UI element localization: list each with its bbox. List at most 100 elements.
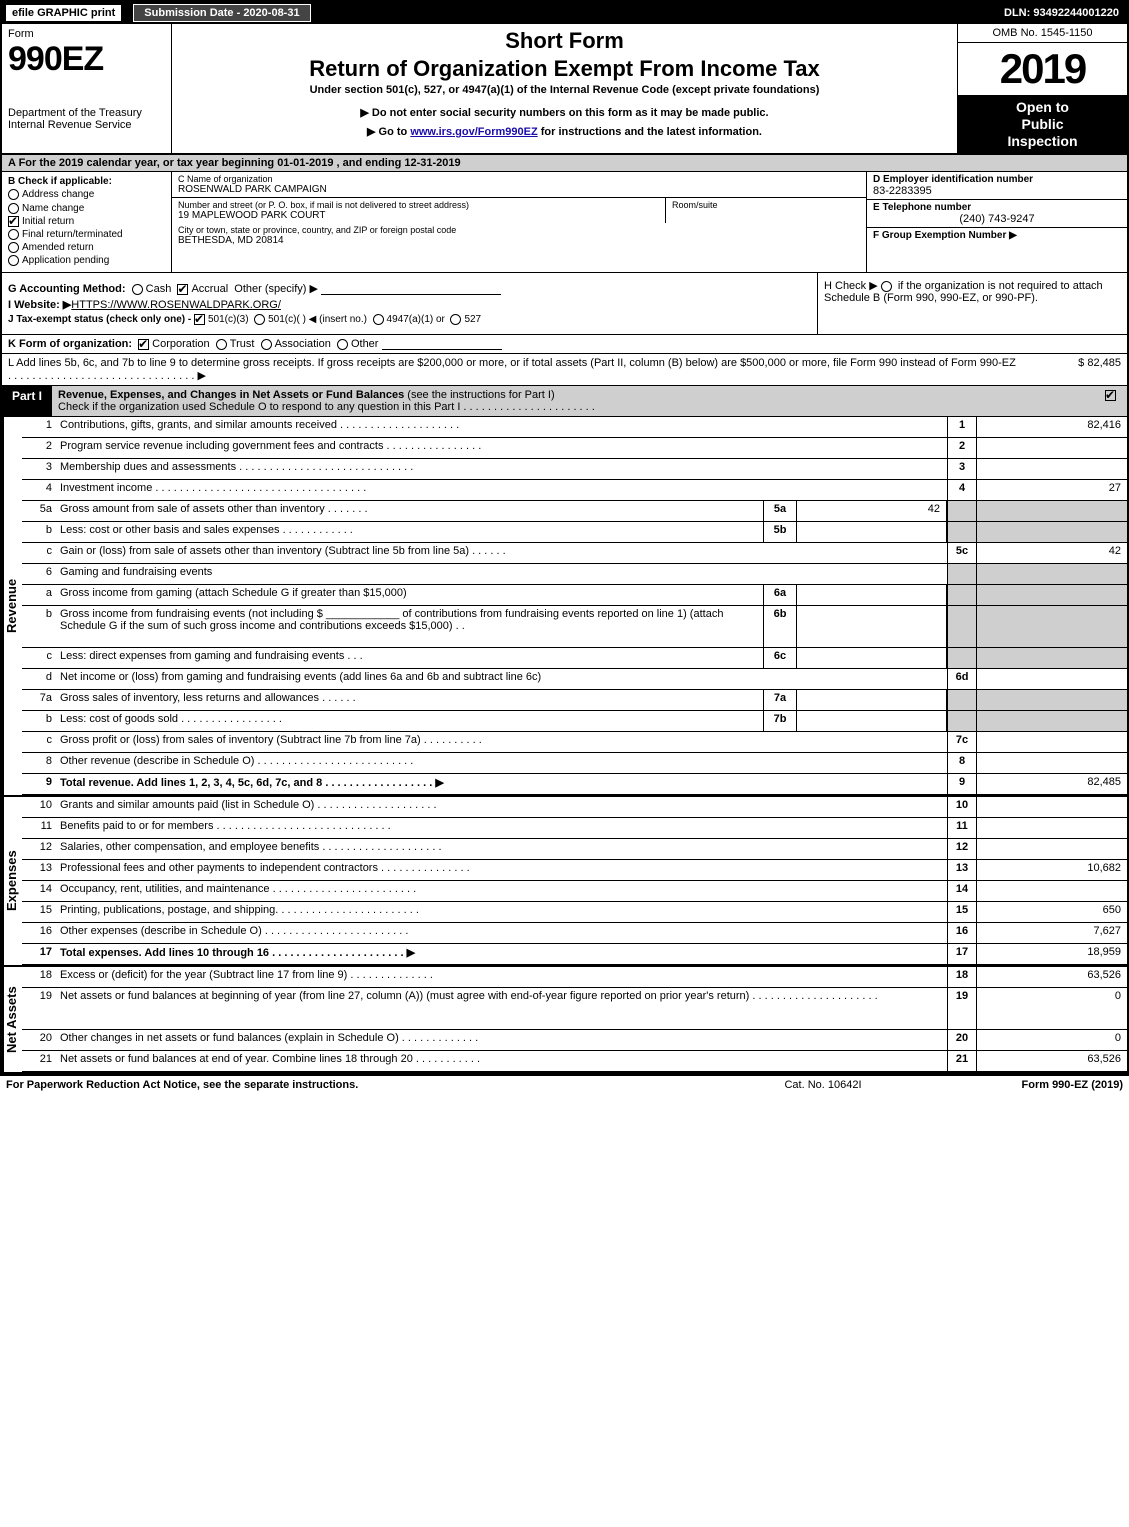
column-line-number: [947, 522, 977, 542]
org-ein: 83-2283395: [873, 185, 1121, 197]
entity-block: B Check if applicable: Address change Na…: [2, 172, 1127, 273]
line-amount: [977, 648, 1127, 668]
table-row: 3Membership dues and assessments . . . .…: [22, 459, 1127, 480]
form-title: Return of Organization Exempt From Incom…: [178, 56, 951, 82]
table-row: 18Excess or (deficit) for the year (Subt…: [22, 967, 1127, 988]
j-501c3-check[interactable]: [194, 314, 205, 325]
omb-number: OMB No. 1545-1150: [958, 24, 1127, 43]
h-checkbox[interactable]: [881, 281, 892, 292]
footer-cat-no: Cat. No. 10642I: [723, 1079, 923, 1091]
line-description: Benefits paid to or for members . . . . …: [56, 818, 947, 838]
line-number: 12: [22, 839, 56, 859]
line-amount: 82,416: [977, 417, 1127, 437]
table-row: 21Net assets or fund balances at end of …: [22, 1051, 1127, 1072]
c-name-cell: C Name of organization ROSENWALD PARK CA…: [172, 172, 866, 198]
c-room-cell: Room/suite: [666, 198, 866, 223]
chk-final-return[interactable]: Final return/terminated: [8, 229, 165, 240]
j-527-radio[interactable]: [450, 314, 461, 325]
k-other-input[interactable]: [382, 338, 502, 350]
d-ein-cell: D Employer identification number 83-2283…: [867, 172, 1127, 200]
column-line-number: 5c: [947, 543, 977, 563]
table-row: 11Benefits paid to or for members . . . …: [22, 818, 1127, 839]
open-public-inspection: Open to Public Inspection: [958, 95, 1127, 153]
h-right: H Check ▶ if the organization is not req…: [817, 273, 1127, 334]
form-990ez-page: efile GRAPHIC print Submission Date - 20…: [0, 0, 1129, 1076]
line-description: Less: cost or other basis and sales expe…: [56, 522, 763, 542]
line-description: Gross sales of inventory, less returns a…: [56, 690, 763, 710]
line-number: 10: [22, 797, 56, 817]
table-row: bLess: cost of goods sold . . . . . . . …: [22, 711, 1127, 732]
line-amount: 7,627: [977, 923, 1127, 943]
f-group-label: F Group Exemption Number ▶: [873, 230, 1121, 241]
chk-amended-return[interactable]: Amended return: [8, 242, 165, 253]
line-amount: 18,959: [977, 944, 1127, 964]
column-line-number: 10: [947, 797, 977, 817]
sub-line-number: 7a: [763, 690, 797, 710]
net-assets-section: Net Assets 18Excess or (deficit) for the…: [2, 967, 1127, 1074]
website-value[interactable]: HTTPS://WWW.ROSENWALDPARK.ORG/: [71, 299, 281, 311]
g-cash-radio[interactable]: [132, 284, 143, 295]
line-number: 11: [22, 818, 56, 838]
column-line-number: 4: [947, 480, 977, 500]
column-line-number: [947, 648, 977, 668]
line-description: Salaries, other compensation, and employ…: [56, 839, 947, 859]
k-association-radio[interactable]: [261, 339, 272, 350]
header-mid: Short Form Return of Organization Exempt…: [172, 24, 957, 153]
sub-line-number: 7b: [763, 711, 797, 731]
k-corporation-check[interactable]: [138, 339, 149, 350]
chk-address-change[interactable]: Address change: [8, 189, 165, 200]
line-number: 2: [22, 438, 56, 458]
b-heading: B Check if applicable:: [8, 176, 165, 187]
table-row: 6Gaming and fundraising events: [22, 564, 1127, 585]
column-line-number: 16: [947, 923, 977, 943]
expenses-section: Expenses 10Grants and similar amounts pa…: [2, 797, 1127, 967]
table-row: 14Occupancy, rent, utilities, and mainte…: [22, 881, 1127, 902]
chk-application-pending[interactable]: Application pending: [8, 255, 165, 266]
part-i-label: Part I: [2, 386, 52, 416]
j-4947-radio[interactable]: [373, 314, 384, 325]
line-description: Occupancy, rent, utilities, and maintena…: [56, 881, 947, 901]
table-row: 19Net assets or fund balances at beginni…: [22, 988, 1127, 1030]
dept-irs: Internal Revenue Service: [8, 119, 165, 131]
line-description: Net income or (loss) from gaming and fun…: [56, 669, 947, 689]
part-i-schedule-o-check[interactable]: [1097, 386, 1127, 416]
g-other-input[interactable]: [321, 283, 501, 295]
line-number: b: [22, 522, 56, 542]
line-number: 14: [22, 881, 56, 901]
line-number: 3: [22, 459, 56, 479]
line-description: Gross income from gaming (attach Schedul…: [56, 585, 763, 605]
column-line-number: 9: [947, 774, 977, 794]
line-description: Gross income from fundraising events (no…: [56, 606, 763, 647]
line-number: 7a: [22, 690, 56, 710]
line-number: c: [22, 648, 56, 668]
column-line-number: 13: [947, 860, 977, 880]
note2-pre: ▶ Go to: [367, 126, 410, 138]
instructions-note: ▶ Go to www.irs.gov/Form990EZ for instru…: [178, 125, 951, 138]
line-amount: [977, 690, 1127, 710]
line-description: Printing, publications, postage, and shi…: [56, 902, 947, 922]
org-tel: (240) 743-9247: [873, 213, 1121, 225]
table-row: 15Printing, publications, postage, and s…: [22, 902, 1127, 923]
line-description: Excess or (deficit) for the year (Subtra…: [56, 967, 947, 987]
column-line-number: 8: [947, 753, 977, 773]
line-amount: [977, 881, 1127, 901]
efile-print-button[interactable]: efile GRAPHIC print: [6, 5, 121, 21]
line-amount: [977, 585, 1127, 605]
chk-name-change[interactable]: Name change: [8, 203, 165, 214]
top-bar: efile GRAPHIC print Submission Date - 20…: [2, 2, 1127, 24]
column-line-number: [947, 585, 977, 605]
irs-link[interactable]: www.irs.gov/Form990EZ: [410, 126, 537, 138]
j-501c-radio[interactable]: [254, 314, 265, 325]
sub-line-number: 6b: [763, 606, 797, 647]
form-number: 990EZ: [8, 40, 165, 79]
chk-initial-return[interactable]: Initial return: [8, 216, 165, 227]
line-amount: [977, 669, 1127, 689]
line-number: 9: [22, 774, 56, 794]
k-other-radio[interactable]: [337, 339, 348, 350]
k-trust-radio[interactable]: [216, 339, 227, 350]
page-footer: For Paperwork Reduction Act Notice, see …: [0, 1076, 1129, 1094]
j-tax-exempt: J Tax-exempt status (check only one) - 5…: [8, 314, 811, 325]
line-description: Grants and similar amounts paid (list in…: [56, 797, 947, 817]
row-l-gross-receipts: L Add lines 5b, 6c, and 7b to line 9 to …: [2, 354, 1127, 386]
g-accrual-check[interactable]: [177, 284, 188, 295]
